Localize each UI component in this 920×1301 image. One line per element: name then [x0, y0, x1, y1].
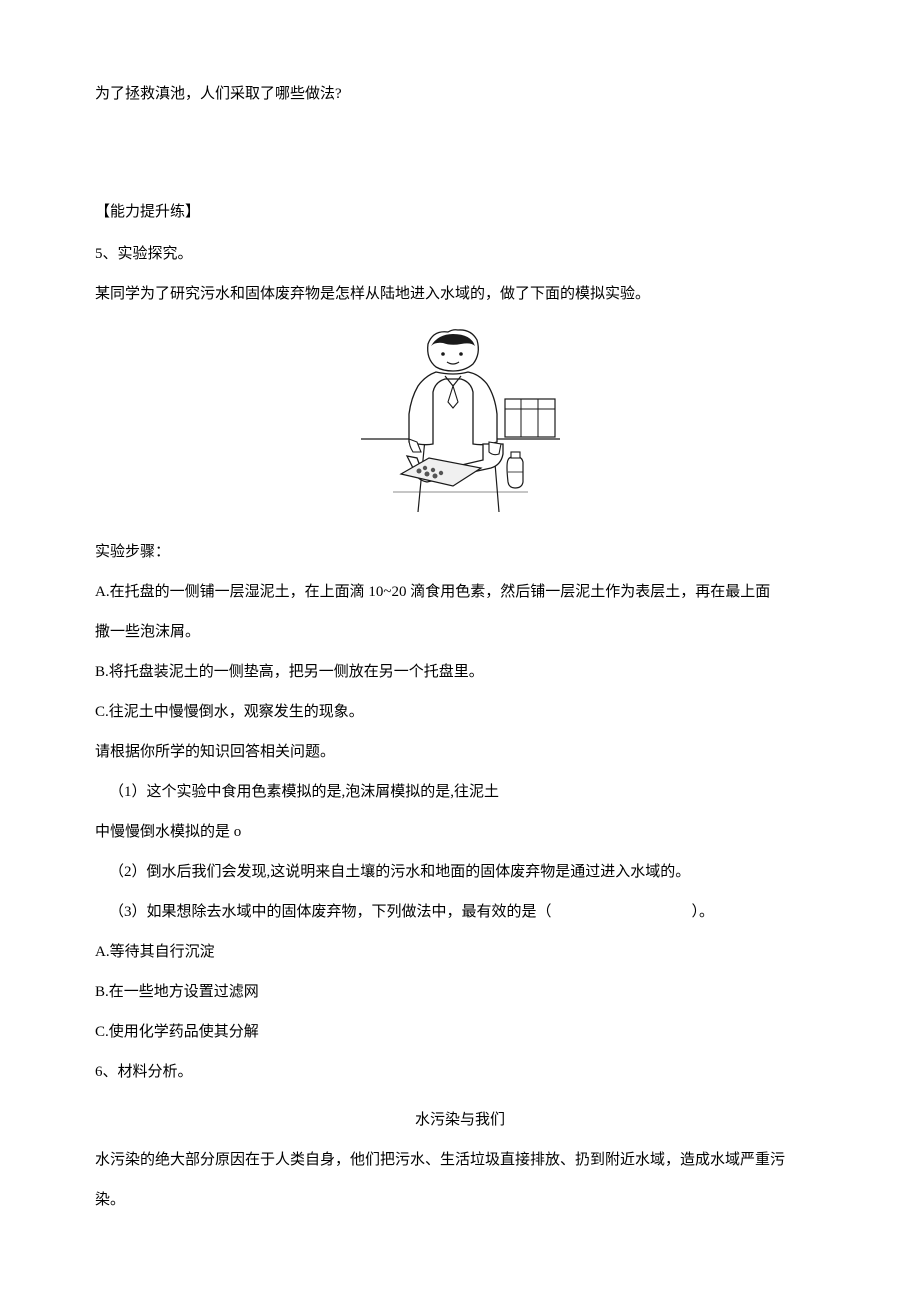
q5-instruction: 请根据你所学的知识回答相关问题。	[95, 740, 825, 764]
answer-blank	[552, 900, 692, 924]
step-c: C.往泥土中慢慢倒水，观察发生的现象。	[95, 700, 825, 724]
option-a: A.等待其自行沉淀	[95, 940, 825, 964]
q5-intro: 某同学为了研究污水和固体废弃物是怎样从陆地进入水域的，做了下面的模拟实验。	[95, 282, 825, 306]
blank-space	[95, 130, 825, 190]
q6-passage-line2: 染。	[95, 1188, 825, 1212]
q5-label: 5、实验探究。	[95, 242, 825, 266]
option-c: C.使用化学药品使其分解	[95, 1020, 825, 1044]
q6-label: 6、材料分析。	[95, 1060, 825, 1084]
step-a-line1: A.在托盘的一侧铺一层湿泥土，在上面滴 10~20 滴食用色素，然后铺一层泥土作…	[95, 580, 825, 604]
experiment-illustration	[95, 324, 825, 522]
option-b: B.在一些地方设置过滤网	[95, 980, 825, 1004]
q5-sub1-line2: 中慢慢倒水模拟的是 o	[95, 820, 825, 844]
section-heading-ability: 【能力提升练】	[95, 200, 825, 224]
step-a-line2: 撒一些泡沫屑。	[95, 620, 825, 644]
q5-sub2: （2）倒水后我们会发现,这说明来自土壤的污水和地面的固体废弃物是通过进入水域的。	[95, 860, 825, 884]
q6-passage-line1: 水污染的绝大部分原因在于人类自身，他们把污水、生活垃圾直接排放、扔到附近水域，造…	[95, 1148, 825, 1172]
q6-passage-title: 水污染与我们	[95, 1108, 825, 1132]
q5-sub3-prefix: （3）如果想除去水域中的固体废弃物，下列做法中，最有效的是（	[109, 904, 552, 920]
steps-title: 实验步骤：	[95, 540, 825, 564]
q5-sub3-suffix: ）。	[692, 904, 715, 920]
step-b: B.将托盘装泥土的一侧垫高，把另一侧放在另一个托盘里。	[95, 660, 825, 684]
q5-sub1-line1: （1）这个实验中食用色素模拟的是,泡沫屑模拟的是,往泥土	[95, 780, 825, 804]
q5-sub3: （3）如果想除去水域中的固体废弃物，下列做法中，最有效的是（ ）。	[95, 900, 825, 924]
question-intro: 为了拯救滇池，人们采取了哪些做法?	[95, 82, 825, 106]
boy-experiment-icon	[353, 324, 568, 514]
